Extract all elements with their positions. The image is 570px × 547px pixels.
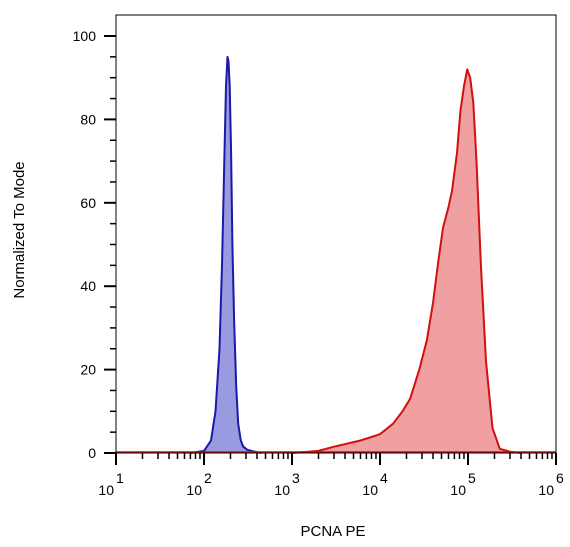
x-tick-label-exp: 1 — [116, 470, 124, 486]
y-axis: 0 20 40 60 80 100 — [73, 28, 116, 461]
x-tick-label-base: 10 — [98, 482, 114, 498]
x-tick-label-base: 10 — [186, 482, 202, 498]
series-1-line — [190, 55, 262, 454]
series-2-area — [292, 69, 521, 454]
y-tick-label: 20 — [80, 362, 96, 378]
x-tick-label-exp: 2 — [204, 470, 212, 486]
y-tick-label: 100 — [73, 28, 97, 44]
series-1-area — [190, 56, 262, 454]
plot-frame — [115, 14, 557, 454]
y-tick-label: 80 — [80, 111, 96, 127]
series-2-line — [291, 68, 522, 454]
y-tick-label: 0 — [88, 445, 96, 461]
x-tick-label-exp: 3 — [292, 470, 300, 486]
y-tick-label: 60 — [80, 195, 96, 211]
series-layer — [116, 55, 556, 454]
x-axis-title: PCNA PE — [300, 523, 365, 540]
x-tick-label-exp: 4 — [380, 470, 388, 486]
x-tick-label-exp: 6 — [556, 470, 564, 486]
x-tick-label-base: 10 — [450, 482, 466, 498]
y-tick-label: 40 — [80, 278, 96, 294]
x-tick-label-base: 10 — [538, 482, 554, 498]
x-tick-label-base: 10 — [274, 482, 290, 498]
x-tick-label-exp: 5 — [468, 470, 476, 486]
x-tick-label-base: 10 — [362, 482, 378, 498]
y-axis-title: Normalized To Mode — [11, 161, 28, 298]
